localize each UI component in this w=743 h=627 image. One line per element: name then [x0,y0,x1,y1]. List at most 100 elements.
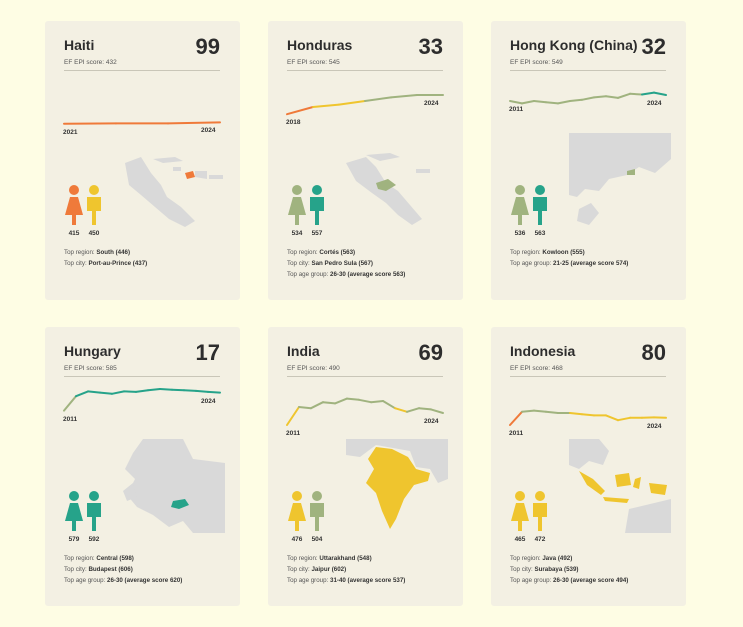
india-highlight [366,447,430,529]
male-score: 472 [534,536,546,543]
trend-segment [286,406,300,426]
epi-score: EF EPI score: 432 [64,59,117,66]
trend-segment [581,96,595,101]
top-region-value: South (446) [96,249,131,256]
trend-segment [533,100,547,104]
score-trend-chart [509,409,667,426]
male-figure [85,185,103,225]
top-region: Top region: Central (598) [64,555,134,562]
top-age-group-value: 31-40 (average score 537) [330,577,406,584]
score-trend-chart [63,388,221,412]
country-name: Honduras [287,37,353,53]
trend-segment [593,95,607,99]
trend-segment [99,391,113,395]
epi-score-value: 490 [328,365,340,372]
trend-segment [605,414,619,422]
male-score: 592 [88,536,100,543]
epi-score-value: 432 [105,59,117,66]
europe-hungary-map-icon [123,439,225,533]
trend-start-year: 2021 [63,128,78,136]
trend-segment [286,106,314,116]
top-city: Top city: Port-au-Prince (437) [64,260,147,267]
top-city: Top city: San Pedro Sula (567) [287,260,373,267]
top-age-group: Top age group: 31-40 (average score 537) [287,577,405,584]
divider [64,70,220,71]
trend-end-year: 2024 [424,100,439,107]
country-name: Hungary [64,343,121,359]
country-card: Indonesia 80 EF EPI score: 468 2011 2024 465 4… [491,327,686,606]
trend-segment [195,389,209,393]
male-icon [87,491,101,531]
female-figure [511,185,529,225]
female-icon [511,491,529,531]
trend-segment [394,407,408,413]
haiti-highlight [185,171,195,179]
top-region-value: Java (492) [542,555,573,562]
top-age-group: Top age group: 21-25 (average score 574) [510,260,628,267]
trend-segment [87,390,101,394]
trend-end-year: 2024 [201,127,216,135]
male-score: 557 [311,230,323,237]
epi-score-label: EF EPI score: [510,365,551,372]
country-rank: 32 [641,34,666,59]
male-figure [531,185,549,225]
female-figure [511,491,529,531]
country-card: Honduras 33 EF EPI score: 545 2018 2024 534 55… [268,21,463,300]
top-age-group-label: Top age group: [287,271,329,278]
trend-segment [382,400,396,410]
female-figure [65,491,83,531]
country-rank: 33 [418,34,443,59]
female-score: 476 [291,536,303,543]
trend-end-year: 2024 [647,422,662,430]
trend-segment [63,395,77,412]
caribbean-haiti-map-icon [123,133,225,227]
top-city-value: Port-au-Prince (437) [88,260,148,267]
trend-start-year: 2011 [509,106,524,113]
country-card: Hong Kong (China) 32 EF EPI score: 549 2011… [491,21,686,300]
trend-segment [298,406,312,410]
score-trend-chart [286,94,444,116]
epi-score-value: 549 [551,59,563,66]
trend-segment [418,407,432,411]
epi-score: EF EPI score: 468 [510,365,563,372]
country-name: Haiti [64,37,95,53]
top-region-label: Top region: [287,555,318,562]
top-city-label: Top city: [64,566,87,573]
top-region: Top region: Java (492) [510,555,572,562]
top-city-label: Top city: [287,260,310,267]
trend-segment [338,100,366,106]
trend-segment [322,401,336,405]
hungary-highlight [171,499,189,509]
country-name: Hong Kong (China) [510,37,638,53]
trend-segment [629,92,643,96]
male-icon [87,185,101,225]
male-figure [308,491,326,531]
female-icon [288,491,306,531]
top-region: Top region: Kowloon (555) [510,249,585,256]
country-rank: 69 [418,340,443,365]
trend-start-year: 2011 [509,430,524,437]
epi-score-label: EF EPI score: [287,365,328,372]
male-figure [531,491,549,531]
trend-segment [364,96,392,102]
trend-end-year: 2024 [201,397,216,405]
top-age-group-label: Top age group: [64,577,106,584]
top-region-label: Top region: [287,249,318,256]
india-map-icon [346,439,448,533]
epi-score-value: 545 [328,59,340,66]
female-score: 465 [514,536,526,543]
top-city-label: Top city: [510,566,533,573]
country-rank: 17 [195,340,220,365]
divider [287,70,443,71]
top-age-group: Top age group: 26-30 (average score 494) [510,577,628,584]
top-city-value: Surabaya (539) [534,566,579,573]
epi-score: EF EPI score: 585 [64,365,117,372]
trend-segment [167,121,221,125]
trend-segment [521,100,535,105]
honduras-highlight [376,179,396,191]
trend-segment [533,409,547,413]
country-rank: 80 [641,340,666,365]
top-region-label: Top region: [64,249,95,256]
male-icon [310,491,324,531]
score-trend-chart [509,91,667,105]
